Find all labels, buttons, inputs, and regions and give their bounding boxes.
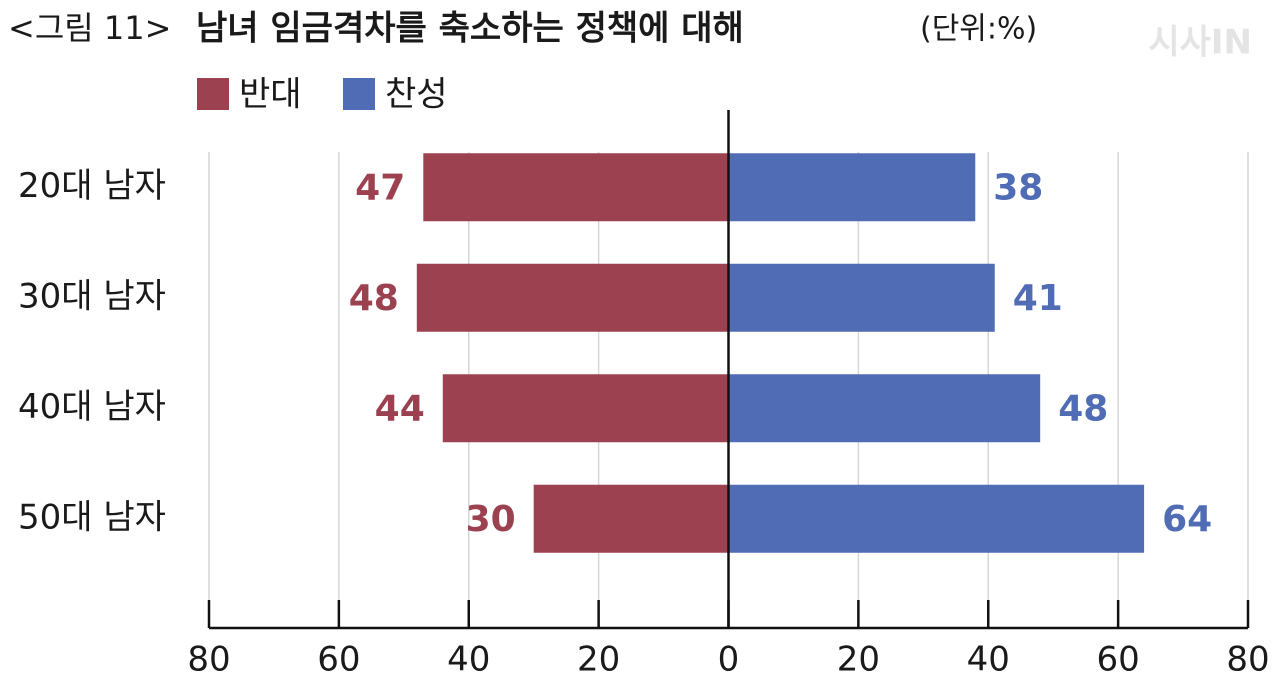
bar xyxy=(416,263,729,332)
x-tick-label: 0 xyxy=(718,640,740,680)
bar xyxy=(728,374,1041,443)
x-tick-label: 40 xyxy=(447,640,490,680)
chart-title: 남녀 임금격차를 축소하는 정책에 대해 xyxy=(196,9,744,49)
figure-label: <그림 11> xyxy=(8,9,171,47)
x-tick-label: 60 xyxy=(1096,640,1139,680)
value-label: 30 xyxy=(466,499,516,540)
unit-label: (단위:%) xyxy=(920,12,1037,47)
category-label: 40대 남자 xyxy=(18,387,166,427)
x-tick-label: 20 xyxy=(837,640,880,680)
value-label: 64 xyxy=(1162,499,1212,540)
category-label: 30대 남자 xyxy=(18,276,166,316)
bar xyxy=(442,374,729,443)
bar xyxy=(533,484,729,553)
legend-label: 반대 xyxy=(239,75,302,115)
bar xyxy=(728,484,1145,553)
x-tick-label: 40 xyxy=(967,640,1010,680)
category-label: 50대 남자 xyxy=(18,497,166,537)
value-label: 38 xyxy=(993,167,1043,208)
x-tick-label: 60 xyxy=(317,640,360,680)
watermark: 시사IN xyxy=(1148,23,1252,63)
value-label: 47 xyxy=(355,167,405,208)
legend-label: 찬성 xyxy=(385,75,448,115)
bar xyxy=(423,153,729,222)
bar xyxy=(728,153,976,222)
value-label: 48 xyxy=(1058,388,1108,429)
value-label: 48 xyxy=(349,278,399,319)
legend-swatch xyxy=(343,78,375,110)
value-label: 41 xyxy=(1013,278,1063,319)
x-tick-label: 80 xyxy=(187,640,230,680)
category-label: 20대 남자 xyxy=(18,166,166,206)
x-tick-label: 80 xyxy=(1226,640,1269,680)
legend-swatch xyxy=(197,78,229,110)
value-label: 44 xyxy=(375,388,425,429)
bar xyxy=(728,263,995,332)
x-tick-label: 20 xyxy=(577,640,620,680)
